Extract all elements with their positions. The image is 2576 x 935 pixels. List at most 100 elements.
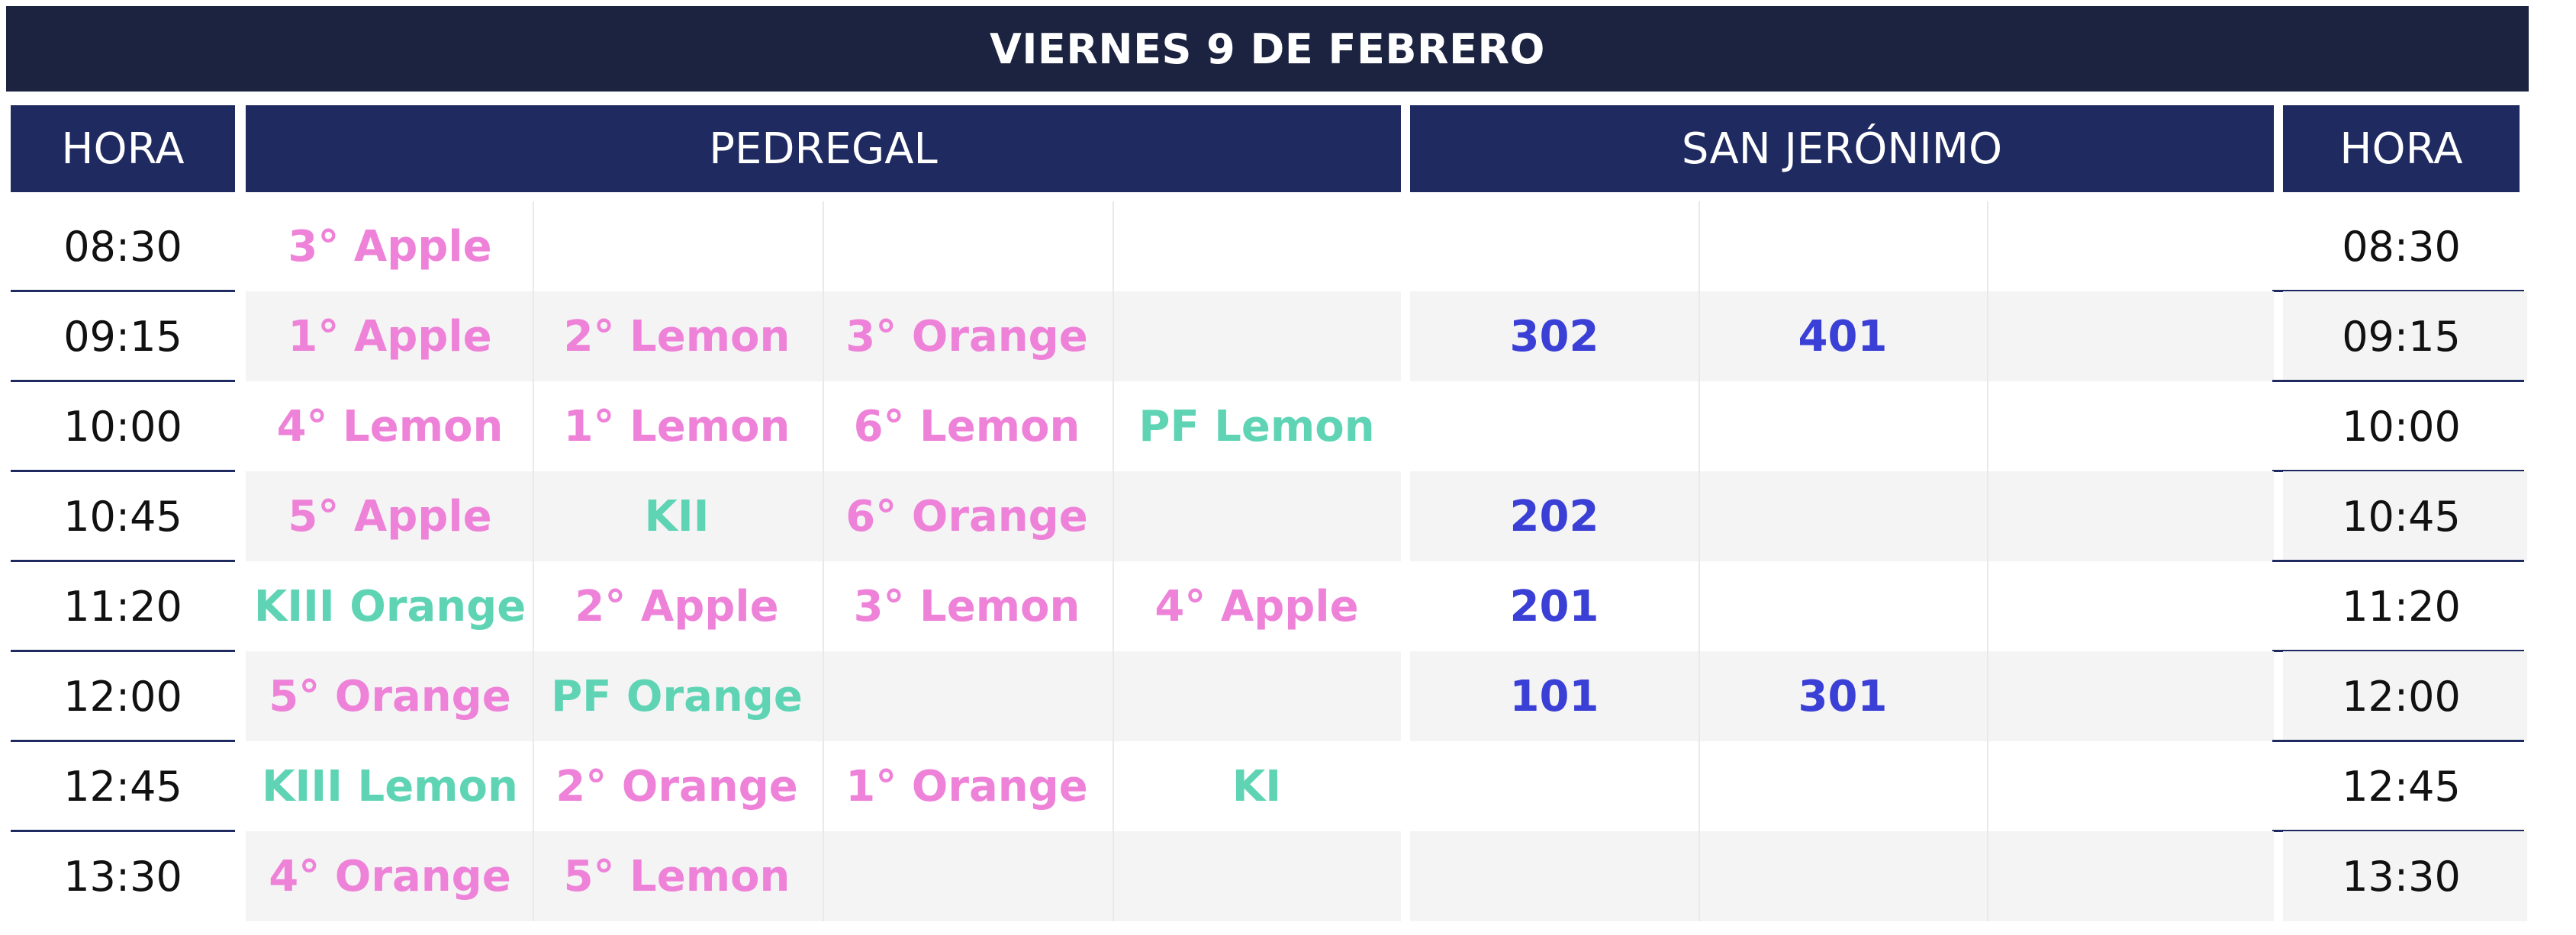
pedregal-class-cell: 6° Lemon [853,401,1080,451]
row-divider-right [2272,830,2524,832]
row-divider-right [2272,470,2524,472]
column-divider [1113,201,1114,921]
time-cell-left: 10:00 [63,402,182,451]
time-cell-left: 13:30 [63,852,182,901]
pedregal-class-cell: KII [644,491,710,541]
pedregal-class-cell: 1° Orange [845,761,1088,811]
san-jeronimo-room-cell [1410,381,1699,471]
time-cell-right: 09:15 [2342,312,2461,361]
row-divider-left [11,560,235,562]
time-cell-left: 11:20 [63,582,182,631]
row-stripe-san-jeronimo [1410,291,2274,381]
san-jeronimo-room-cell [1699,201,1987,291]
schedule-title: VIERNES 9 DE FEBRERO [6,6,2529,92]
san-jeronimo-room-cell [1987,201,2275,291]
time-cell-left: 12:00 [63,672,182,721]
pedregal-class-cell: KIII Orange [253,581,526,631]
time-cell-left: 10:45 [63,492,182,541]
row-stripe-san-jeronimo [1410,831,2274,921]
row-divider-left [11,740,235,742]
pedregal-class-cell [823,201,1111,291]
pedregal-class-cell: 5° Lemon [563,851,791,901]
san-jeronimo-room-cell [1699,381,1987,471]
pedregal-class-cell: 5° Orange [269,671,511,721]
san-jeronimo-room-cell: 201 [1509,581,1599,631]
row-divider-right [2272,380,2524,382]
time-cell-right: 12:45 [2342,762,2461,811]
pedregal-class-cell: 4° Orange [269,851,511,901]
pedregal-class-cell: 4° Apple [1154,581,1359,631]
pedregal-class-cell: 4° Lemon [276,401,504,451]
san-jeronimo-room-cell: 302 [1509,311,1599,361]
row-divider-left [11,380,235,382]
pedregal-class-cell: 2° Lemon [563,311,791,361]
pedregal-class-cell [1113,291,1401,381]
pedregal-class-cell [533,201,821,291]
pedregal-class-cell: 3° Apple [288,221,492,272]
san-jeronimo-room-cell [1987,741,2275,831]
pedregal-class-cell: KIII Lemon [262,761,518,811]
pedregal-class-cell: PF Lemon [1138,401,1375,451]
pedregal-class-cell: 5° Apple [288,491,492,541]
time-cell-left: 08:30 [63,222,182,271]
header-pedregal: PEDREGAL [246,105,1401,192]
row-stripe-hora-right [2283,831,2527,921]
san-jeronimo-room-cell [1410,831,1699,921]
row-stripe-san-jeronimo [1410,471,2274,561]
row-divider-left [11,470,235,472]
time-cell-right: 10:45 [2342,492,2461,541]
row-stripe-san-jeronimo [1410,651,2274,741]
row-stripe-hora-right [2283,291,2527,381]
pedregal-class-cell: 1° Apple [288,311,492,361]
pedregal-class-cell [1113,201,1401,291]
pedregal-class-cell: 1° Lemon [563,401,791,451]
column-divider [1987,201,1988,921]
time-cell-right: 11:20 [2342,582,2461,631]
san-jeronimo-room-cell [1699,831,1987,921]
san-jeronimo-room-cell: 301 [1798,671,1888,721]
pedregal-class-cell [1113,831,1401,921]
row-divider-left [11,650,235,652]
san-jeronimo-room-cell [1699,471,1987,561]
pedregal-class-cell [1113,651,1401,741]
san-jeronimo-room-cell [1987,471,2275,561]
pedregal-class-cell [823,651,1111,741]
san-jeronimo-room-cell: 401 [1798,311,1888,361]
san-jeronimo-room-cell [1987,561,2275,651]
pedregal-class-cell: 2° Orange [555,761,798,811]
time-cell-right: 13:30 [2342,852,2461,901]
san-jeronimo-room-cell [1410,741,1699,831]
san-jeronimo-room-cell [1987,291,2275,381]
san-jeronimo-room-cell [1699,741,1987,831]
san-jeronimo-room-cell: 101 [1509,671,1599,721]
time-cell-right: 10:00 [2342,402,2461,451]
row-divider-left [11,830,235,832]
pedregal-class-cell: PF Orange [551,671,803,721]
san-jeronimo-room-cell: 202 [1509,491,1599,541]
row-stripe-hora-right [2283,651,2527,741]
san-jeronimo-room-cell [1987,651,2275,741]
pedregal-class-cell: 6° Orange [845,491,1088,541]
row-divider-right [2272,740,2524,742]
column-divider [1699,201,1700,921]
time-cell-left: 09:15 [63,312,182,361]
row-divider-right [2272,560,2524,562]
pedregal-class-cell: 2° Apple [575,581,779,631]
san-jeronimo-room-cell [1410,201,1699,291]
row-divider-right [2272,650,2524,652]
row-divider-right [2272,290,2524,292]
time-cell-right: 08:30 [2342,222,2461,271]
san-jeronimo-room-cell [1987,831,2275,921]
pedregal-class-cell: 3° Orange [845,311,1088,361]
column-divider [823,201,824,921]
pedregal-class-cell [823,831,1111,921]
san-jeronimo-room-cell [1987,381,2275,471]
header-san-jeronimo: SAN JERÓNIMO [1410,105,2274,192]
pedregal-class-cell: KI [1232,761,1282,811]
san-jeronimo-room-cell [1699,561,1987,651]
header-hora-left: HORA [11,105,235,192]
pedregal-class-cell [1113,471,1401,561]
row-divider-left [11,290,235,292]
time-cell-right: 12:00 [2342,672,2461,721]
column-divider [533,201,534,921]
